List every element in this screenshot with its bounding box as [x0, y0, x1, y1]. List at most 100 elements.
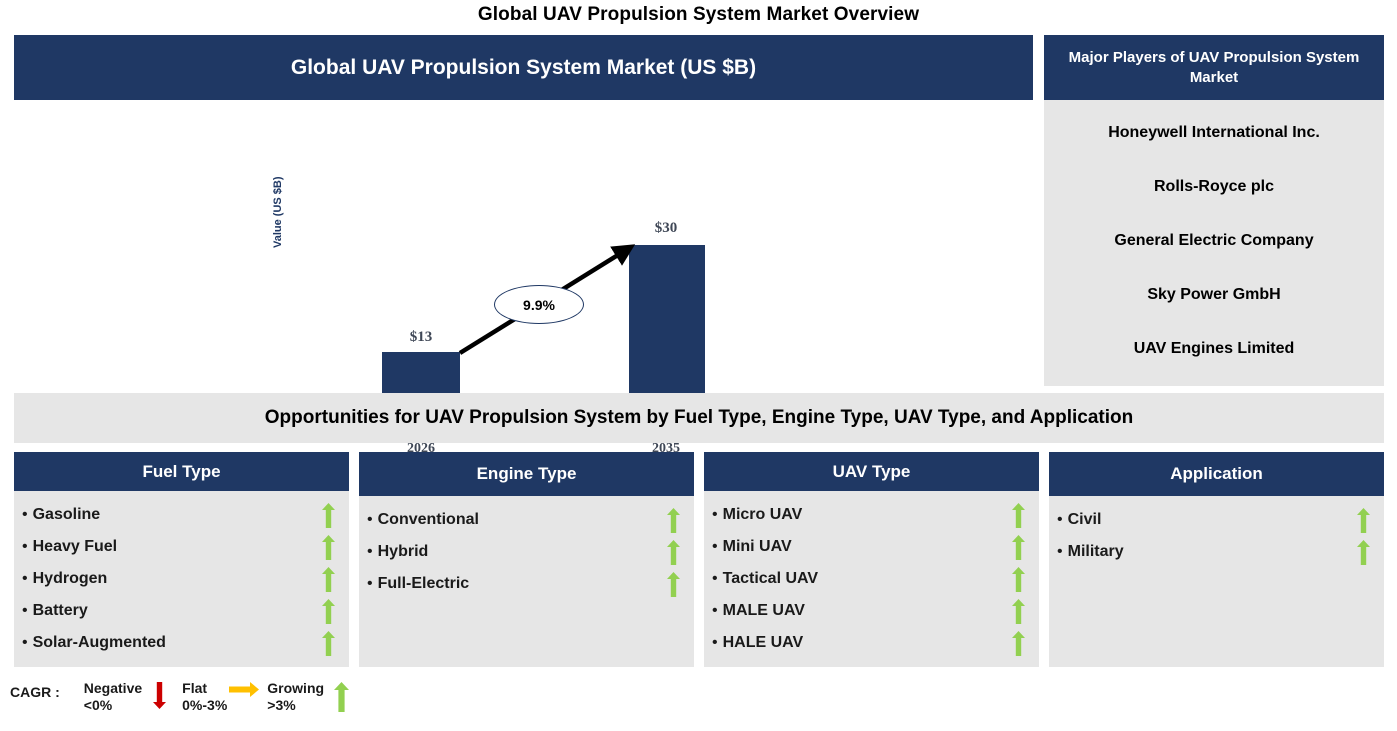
list-item: Sky Power GmbH: [1147, 286, 1281, 303]
arrow-up-green-icon: [662, 507, 684, 533]
bullet-icon: •: [22, 538, 28, 555]
column-header: UAV Type: [704, 452, 1039, 491]
list-item: • Civil: [1057, 504, 1374, 536]
legend-growing-text: Growing >3%: [267, 680, 324, 714]
list-item: • Battery: [22, 595, 339, 627]
players-list: Honeywell International Inc. Rolls-Royce…: [1044, 100, 1384, 386]
column-header: Fuel Type: [14, 452, 349, 491]
bar-value-2035: $30: [654, 220, 678, 236]
list-item: • Mini UAV: [712, 531, 1029, 563]
opportunities-banner: Opportunities for UAV Propulsion System …: [14, 393, 1384, 443]
list-item: Rolls-Royce plc: [1153, 178, 1275, 195]
list-item: • HALE UAV: [712, 627, 1029, 659]
bullet-icon: •: [712, 570, 718, 587]
list-item: UAV Engines Limited: [1133, 340, 1295, 357]
arrow-up-green-icon: [662, 539, 684, 565]
legend-growing-range: >3%: [267, 697, 296, 713]
list-item: • Full-Electric: [367, 568, 684, 600]
bullet-icon: •: [1057, 511, 1063, 528]
legend-negative-range: <0%: [83, 697, 113, 713]
list-item: • MALE UAV: [712, 595, 1029, 627]
list-item: • Hybrid: [367, 536, 684, 568]
bullet-icon: •: [367, 543, 373, 560]
arrow-up-green-icon: [1352, 539, 1374, 565]
arrow-up-green-icon: [662, 571, 684, 597]
column-application: Application • Civil • Military: [1049, 452, 1384, 667]
legend-negative-name: Negative: [83, 680, 143, 696]
list-item: • Military: [1057, 536, 1374, 568]
list-item: • Hydrogen: [22, 563, 339, 595]
item-label: Hybrid: [377, 543, 429, 560]
arrow-up-green-icon: [317, 534, 339, 560]
arrow-up-green-icon: [1007, 566, 1029, 592]
column-header: Application: [1049, 452, 1384, 496]
item-label: Solar-Augmented: [32, 634, 166, 651]
item-label: Tactical UAV: [722, 570, 819, 587]
bullet-icon: •: [712, 538, 718, 555]
arrow-up-green-icon: [317, 566, 339, 592]
arrow-up-green-icon: [1352, 507, 1374, 533]
column-uav-type: UAV Type • Micro UAV • Mini UAV • Tactic…: [704, 452, 1039, 667]
column-items: • Civil • Military: [1049, 496, 1384, 667]
opportunity-columns: Fuel Type • Gasoline • Heavy Fuel • Hydr…: [14, 452, 1384, 667]
legend-negative-text: Negative <0%: [84, 680, 142, 714]
cagr-legend: CAGR : Negative <0% Flat 0%-3% Growing >…: [10, 680, 364, 726]
item-label: Hydrogen: [32, 570, 108, 587]
bullet-icon: •: [712, 634, 718, 651]
legend-entry-growing: Growing >3%: [267, 680, 358, 714]
bullet-icon: •: [22, 570, 28, 587]
arrow-up-green-icon: [317, 598, 339, 624]
arrow-up-green-icon: [1007, 630, 1029, 656]
arrow-right-yellow-icon: [227, 682, 261, 697]
arrow-up-green-icon: [1007, 502, 1029, 528]
arrow-up-green-icon: [1007, 534, 1029, 560]
legend-entry-negative: Negative <0%: [84, 680, 176, 714]
item-label: Conventional: [377, 511, 479, 528]
item-label: Gasoline: [32, 506, 101, 523]
arrow-down-red-icon: [142, 682, 176, 709]
item-label: MALE UAV: [722, 602, 805, 619]
legend-flat-text: Flat 0%-3%: [182, 680, 227, 714]
item-label: Mini UAV: [722, 538, 792, 555]
arrow-up-green-icon: [317, 630, 339, 656]
list-item: • Heavy Fuel: [22, 531, 339, 563]
item-label: Heavy Fuel: [32, 538, 118, 555]
bullet-icon: •: [22, 602, 28, 619]
bullet-icon: •: [22, 506, 28, 523]
bullet-icon: •: [367, 575, 373, 592]
item-label: Civil: [1067, 511, 1102, 528]
legend-flat-name: Flat: [182, 680, 208, 696]
arrow-up-green-icon: [317, 502, 339, 528]
column-items: • Micro UAV • Mini UAV • Tactical UAV: [704, 491, 1039, 667]
major-players-panel: Major Players of UAV Propulsion System M…: [1044, 35, 1384, 386]
column-items: • Gasoline • Heavy Fuel • Hydrogen: [14, 491, 349, 667]
item-label: Micro UAV: [722, 506, 803, 523]
list-item: • Tactical UAV: [712, 563, 1029, 595]
column-header: Engine Type: [359, 452, 694, 496]
bar-value-2026: $13: [409, 329, 433, 345]
item-label: Full-Electric: [377, 575, 470, 592]
legend-title: CAGR :: [10, 684, 60, 700]
legend-flat-range: 0%-3%: [182, 697, 228, 713]
growth-arrow-icon: [458, 244, 636, 355]
bullet-icon: •: [712, 602, 718, 619]
legend-entry-flat: Flat 0%-3%: [182, 680, 261, 714]
list-item: • Gasoline: [22, 499, 339, 531]
legend-growing-name: Growing: [267, 680, 325, 696]
item-label: HALE UAV: [722, 634, 804, 651]
bullet-icon: •: [712, 506, 718, 523]
page-title: Global UAV Propulsion System Market Over…: [477, 4, 920, 25]
cagr-bubble: 9.9%: [494, 285, 584, 324]
bullet-icon: •: [1057, 543, 1063, 560]
market-chart-panel: Global UAV Propulsion System Market (US …: [14, 35, 1033, 456]
list-item: General Electric Company: [1114, 232, 1314, 249]
bullet-icon: •: [367, 511, 373, 528]
column-engine-type: Engine Type • Conventional • Hybrid • Fu…: [359, 452, 694, 667]
list-item: • Conventional: [367, 504, 684, 536]
arrow-up-green-icon: [324, 682, 358, 712]
list-item: • Solar-Augmented: [22, 627, 339, 659]
players-panel-header: Major Players of UAV Propulsion System M…: [1044, 35, 1384, 100]
item-label: Military: [1067, 543, 1124, 560]
column-fuel-type: Fuel Type • Gasoline • Heavy Fuel • Hydr…: [14, 452, 349, 667]
arrow-up-green-icon: [1007, 598, 1029, 624]
